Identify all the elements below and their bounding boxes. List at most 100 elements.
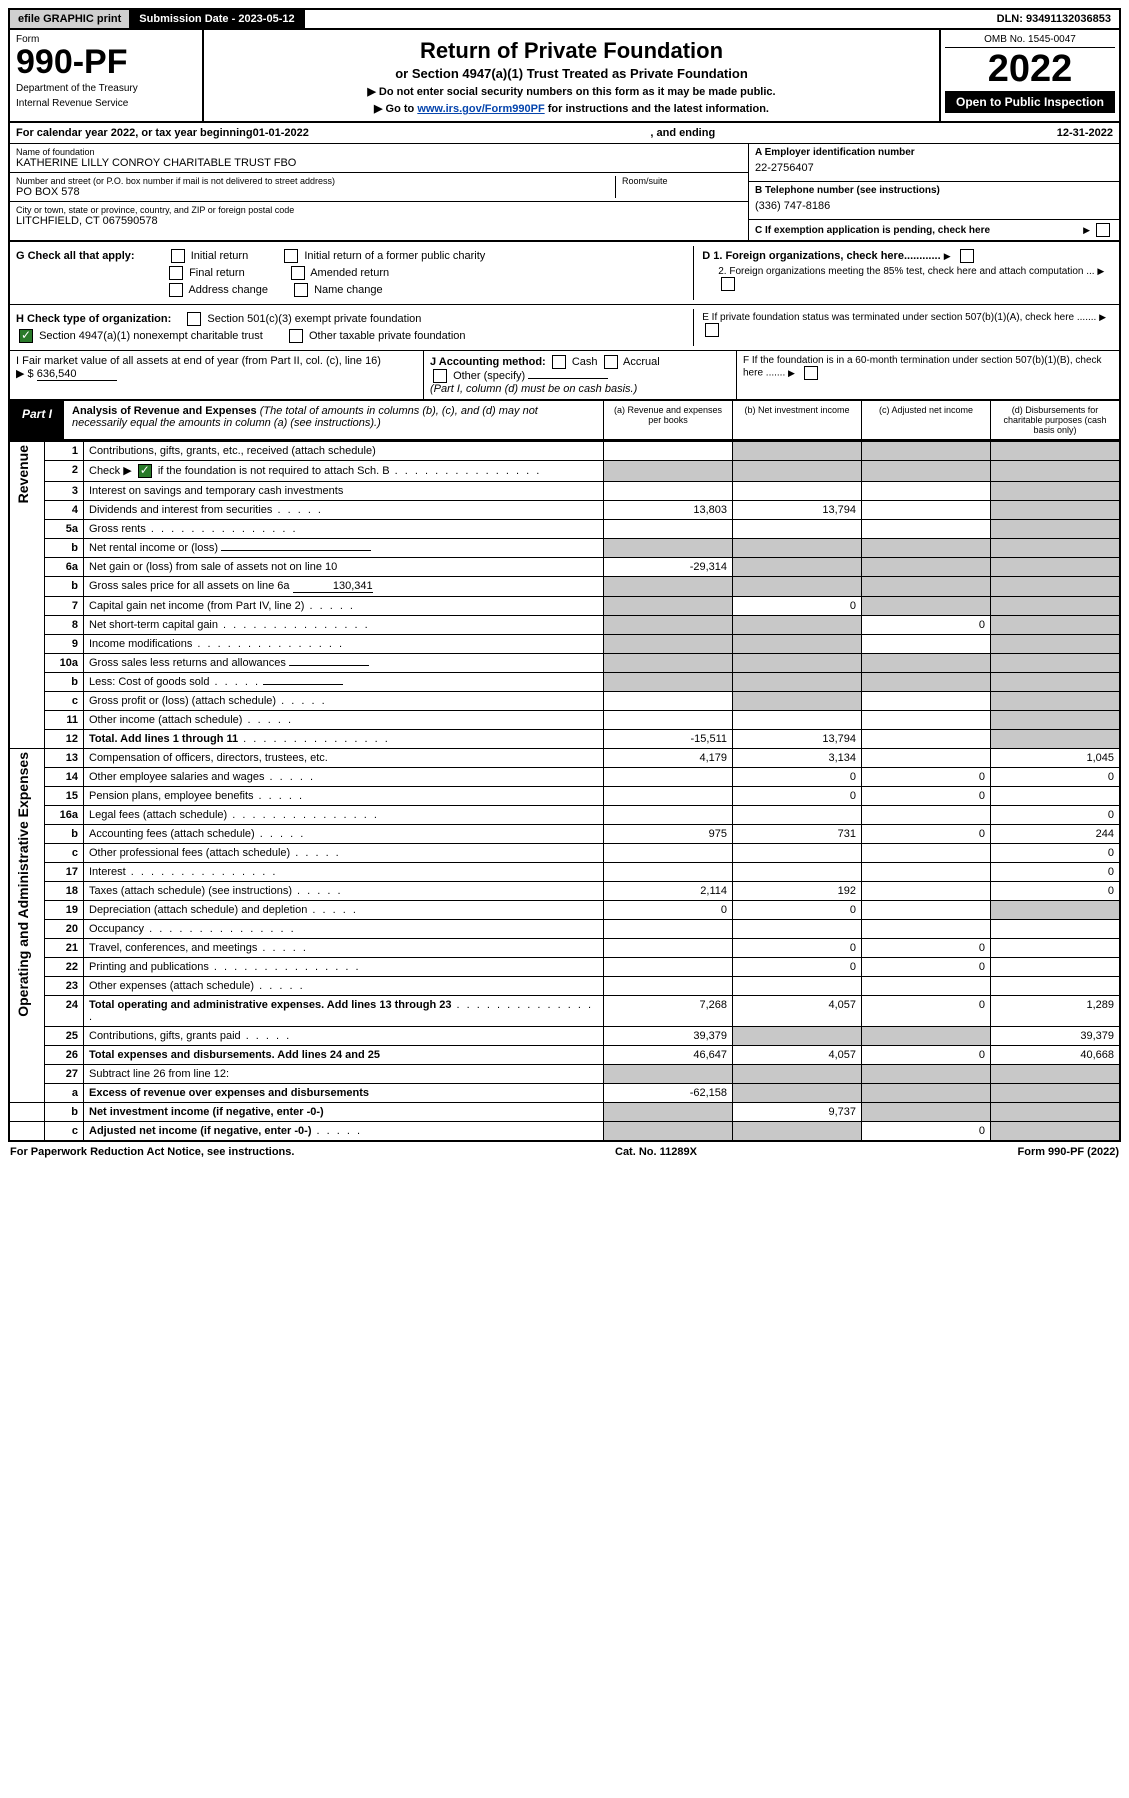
chk-initial-return[interactable] bbox=[171, 249, 185, 263]
chk-4947a1[interactable] bbox=[19, 329, 33, 343]
i-label: I Fair market value of all assets at end… bbox=[16, 355, 381, 367]
phone-cell: B Telephone number (see instructions) (3… bbox=[749, 182, 1119, 220]
chk-name-change[interactable] bbox=[294, 283, 308, 297]
form-subtitle: or Section 4947(a)(1) Trust Treated as P… bbox=[210, 66, 933, 81]
j-other: Other (specify) bbox=[453, 370, 525, 382]
name-label: Name of foundation bbox=[16, 147, 742, 157]
g-o1: Initial return bbox=[191, 250, 248, 262]
address-cell: Number and street (or P.O. box number if… bbox=[10, 173, 748, 202]
footer-right: Form 990-PF (2022) bbox=[1018, 1146, 1119, 1158]
table-row: 18Taxes (attach schedule) (see instructi… bbox=[9, 882, 1120, 901]
e-row: E If private foundation status was termi… bbox=[702, 312, 1113, 337]
table-row: cOther professional fees (attach schedul… bbox=[9, 844, 1120, 863]
arrow-icon bbox=[788, 368, 798, 379]
row-num: 2 bbox=[45, 461, 84, 482]
part1-tab: Part I bbox=[10, 401, 64, 439]
page-footer: For Paperwork Reduction Act Notice, see … bbox=[8, 1142, 1121, 1162]
h-o1: Section 501(c)(3) exempt private foundat… bbox=[207, 313, 421, 325]
table-row: 11Other income (attach schedule) bbox=[9, 711, 1120, 730]
ein-cell: A Employer identification number 22-2756… bbox=[749, 144, 1119, 182]
submission-date-value: 2023-05-12 bbox=[238, 13, 294, 25]
irs-link[interactable]: www.irs.gov/Form990PF bbox=[417, 103, 544, 115]
g-row2: Final return Amended return bbox=[16, 266, 673, 280]
city-cell: City or town, state or province, country… bbox=[10, 202, 748, 230]
chk-amended[interactable] bbox=[291, 266, 305, 280]
room-label: Room/suite bbox=[622, 176, 742, 186]
i-dollar: ▶ $ bbox=[16, 368, 37, 380]
chk-cash[interactable] bbox=[552, 355, 566, 369]
chk-other-method[interactable] bbox=[433, 369, 447, 383]
table-row: 6aNet gain or (loss) from sale of assets… bbox=[9, 558, 1120, 577]
table-row: 10aGross sales less returns and allowanc… bbox=[9, 654, 1120, 673]
city-value: LITCHFIELD, CT 067590578 bbox=[16, 215, 742, 227]
section-h-e: H Check type of organization: Section 50… bbox=[8, 305, 1121, 351]
chk-501c3[interactable] bbox=[187, 312, 201, 326]
table-row: aExcess of revenue over expenses and dis… bbox=[9, 1084, 1120, 1103]
table-row: 5aGross rents bbox=[9, 520, 1120, 539]
arrow-icon bbox=[1083, 224, 1093, 236]
chk-final-return[interactable] bbox=[169, 266, 183, 280]
table-row: 4Dividends and interest from securities1… bbox=[9, 501, 1120, 520]
i-value: 636,540 bbox=[37, 368, 117, 381]
ein-value: 22-2756407 bbox=[755, 158, 1113, 178]
g-o6: Name change bbox=[314, 284, 383, 296]
table-row: cAdjusted net income (if negative, enter… bbox=[9, 1122, 1120, 1142]
chk-foreign-org[interactable] bbox=[960, 249, 974, 263]
h-label: H Check type of organization: bbox=[16, 313, 171, 325]
efile-print-button[interactable]: efile GRAPHIC print bbox=[10, 10, 131, 28]
f-block: F If the foundation is in a 60-month ter… bbox=[737, 351, 1119, 399]
h-o2: Section 4947(a)(1) nonexempt charitable … bbox=[39, 330, 263, 342]
part1-title-text: Analysis of Revenue and Expenses bbox=[72, 405, 260, 417]
chk-507b1a[interactable] bbox=[705, 323, 719, 337]
exemption-checkbox[interactable] bbox=[1096, 223, 1110, 237]
h-row2: Section 4947(a)(1) nonexempt charitable … bbox=[16, 329, 673, 343]
form-number: 990-PF bbox=[16, 45, 196, 79]
g-label: G Check all that apply: bbox=[16, 250, 135, 262]
submission-date-label: Submission Date - bbox=[139, 13, 238, 25]
table-row: 14Other employee salaries and wages000 bbox=[9, 768, 1120, 787]
submission-date: Submission Date - 2023-05-12 bbox=[131, 10, 304, 28]
arrow-icon bbox=[1099, 312, 1109, 323]
ssn-warning: ▶ Do not enter social security numbers o… bbox=[210, 85, 933, 98]
j-block: J Accounting method: Cash Accrual Other … bbox=[424, 351, 737, 399]
table-row: 17Interest0 bbox=[9, 863, 1120, 882]
header-right: OMB No. 1545-0047 2022 Open to Public In… bbox=[941, 30, 1119, 121]
col-b-header: (b) Net investment income bbox=[732, 401, 861, 439]
open-to-public: Open to Public Inspection bbox=[945, 91, 1115, 113]
table-row: 19Depreciation (attach schedule) and dep… bbox=[9, 901, 1120, 920]
foundation-name-cell: Name of foundation KATHERINE LILLY CONRO… bbox=[10, 144, 748, 173]
table-row: bNet investment income (if negative, ent… bbox=[9, 1103, 1120, 1122]
d2-row: 2. Foreign organizations meeting the 85%… bbox=[702, 266, 1113, 291]
g-o3: Final return bbox=[189, 267, 245, 279]
table-row: bLess: Cost of goods sold bbox=[9, 673, 1120, 692]
table-row: bGross sales price for all assets on lin… bbox=[9, 577, 1120, 597]
goto-pre: ▶ Go to bbox=[374, 103, 417, 115]
goto-post: for instructions and the latest informat… bbox=[545, 103, 769, 115]
table-row: 20Occupancy bbox=[9, 920, 1120, 939]
cal-prefix: For calendar year 2022, or tax year begi… bbox=[16, 127, 253, 139]
g-o4: Amended return bbox=[310, 267, 389, 279]
j-other-line bbox=[528, 378, 608, 379]
part1-header: Part I Analysis of Revenue and Expenses … bbox=[8, 401, 1121, 441]
chk-address-change[interactable] bbox=[169, 283, 183, 297]
chk-other-taxable[interactable] bbox=[289, 329, 303, 343]
phone-value: (336) 747-8186 bbox=[755, 196, 1113, 216]
table-row: 24Total operating and administrative exp… bbox=[9, 996, 1120, 1027]
part1-title: Analysis of Revenue and Expenses (The to… bbox=[64, 401, 603, 439]
chk-initial-former[interactable] bbox=[284, 249, 298, 263]
chk-sch-b[interactable] bbox=[138, 464, 152, 478]
table-row: 12Total. Add lines 1 through 11-15,51113… bbox=[9, 730, 1120, 749]
irs-label: Internal Revenue Service bbox=[16, 98, 196, 109]
arrow-icon bbox=[944, 250, 954, 262]
j-accrual: Accrual bbox=[623, 356, 660, 368]
chk-accrual[interactable] bbox=[604, 355, 618, 369]
g-o2: Initial return of a former public charit… bbox=[304, 250, 485, 262]
j-cash: Cash bbox=[572, 356, 598, 368]
table-row: Operating and Administrative Expenses 13… bbox=[9, 749, 1120, 768]
exemption-label: C If exemption application is pending, c… bbox=[755, 225, 1083, 236]
h-o3: Other taxable private foundation bbox=[309, 330, 466, 342]
chk-507b1b[interactable] bbox=[804, 366, 818, 380]
chk-85pct[interactable] bbox=[721, 277, 735, 291]
d1-label: D 1. Foreign organizations, check here..… bbox=[702, 250, 940, 262]
table-row: 22Printing and publications00 bbox=[9, 958, 1120, 977]
